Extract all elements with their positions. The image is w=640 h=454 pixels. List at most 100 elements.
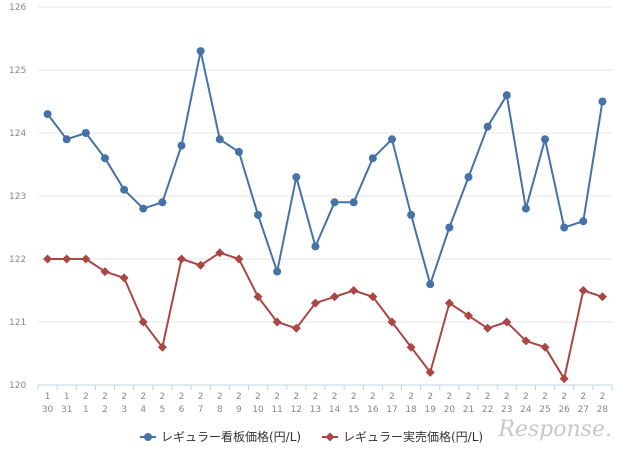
- x-tick-day: 22: [482, 405, 493, 415]
- legend-item: レギュラー実売価格(円/L): [322, 429, 483, 444]
- x-tick-month: 2: [102, 392, 108, 402]
- y-axis: 120 121 122 123 124 125 126: [9, 3, 26, 391]
- x-tick-day: 1: [83, 405, 89, 415]
- data-point: [234, 254, 244, 264]
- series-1: [43, 47, 607, 289]
- data-point: [464, 311, 473, 321]
- data-point: [483, 122, 492, 131]
- x-tick-day: 7: [198, 405, 204, 415]
- x-tick-day: 19: [425, 405, 437, 415]
- x-tick-month: 2: [198, 392, 204, 402]
- x-axis: 1301312122232425262728292102112122132142…: [37, 384, 613, 415]
- x-tick-day: 2: [102, 405, 108, 415]
- x-tick-month: 2: [561, 392, 567, 402]
- x-tick-day: 8: [217, 405, 223, 415]
- data-point: [291, 323, 301, 333]
- data-point: [387, 317, 397, 327]
- data-point: [254, 210, 263, 219]
- x-tick-day: 12: [291, 405, 302, 415]
- data-point: [426, 280, 435, 289]
- x-tick-month: 2: [427, 392, 433, 402]
- x-tick-day: 17: [386, 405, 397, 415]
- data-point: [272, 317, 282, 327]
- y-tick-label: 120: [9, 381, 26, 391]
- x-tick-day: 21: [463, 405, 474, 415]
- x-tick-day: 31: [61, 405, 72, 415]
- y-tick-label: 123: [9, 192, 26, 202]
- x-tick-day: 20: [444, 405, 456, 415]
- x-tick-month: 2: [389, 392, 395, 402]
- x-tick-day: 28: [597, 405, 609, 415]
- x-tick-month: 2: [332, 392, 338, 402]
- response-watermark: Response.: [497, 417, 612, 442]
- legend-label: レギュラー実売価格(円/L): [343, 429, 483, 444]
- data-point: [406, 342, 416, 352]
- y-tick-label: 122: [9, 255, 26, 265]
- x-tick-day: 5: [159, 405, 165, 415]
- x-tick-day: 18: [405, 405, 417, 415]
- data-point: [349, 286, 359, 295]
- data-point: [177, 141, 186, 150]
- x-tick-day: 10: [252, 405, 264, 415]
- x-tick-month: 2: [293, 392, 299, 402]
- data-point: [330, 292, 340, 302]
- watermark-text: Response.: [497, 417, 612, 442]
- data-point: [177, 254, 186, 264]
- data-point: [120, 185, 129, 194]
- data-point: [541, 135, 550, 144]
- data-point: [597, 292, 607, 302]
- series-line: [46, 50, 604, 286]
- data-point: [521, 204, 530, 213]
- y-tick-label: 121: [9, 318, 26, 328]
- x-tick-month: 1: [45, 392, 51, 402]
- x-tick-day: 27: [578, 405, 589, 415]
- x-tick-day: 11: [271, 405, 282, 415]
- data-point: [464, 173, 473, 182]
- x-tick-month: 2: [255, 392, 261, 402]
- data-point: [215, 248, 225, 258]
- legend-marker: [144, 433, 152, 441]
- data-point: [578, 286, 588, 295]
- data-point: [196, 47, 205, 56]
- legend-item: レギュラー看板価格(円/L): [140, 429, 301, 444]
- series-group: [43, 47, 607, 384]
- series-line: [47, 251, 603, 380]
- y-tick-label: 126: [9, 3, 26, 13]
- data-point: [311, 242, 320, 251]
- legend-marker: [325, 432, 335, 442]
- data-point: [560, 223, 569, 232]
- x-tick-month: 2: [83, 392, 89, 402]
- data-point: [62, 254, 72, 264]
- data-point: [579, 217, 588, 226]
- data-point: [139, 204, 148, 213]
- x-tick-month: 1: [64, 392, 70, 402]
- data-point: [62, 135, 71, 144]
- data-point: [425, 367, 435, 377]
- x-tick-month: 2: [580, 392, 586, 402]
- x-tick-month: 2: [179, 392, 185, 402]
- x-tick-month: 2: [466, 392, 472, 402]
- legend: レギュラー看板価格(円/L) レギュラー実売価格(円/L): [140, 429, 483, 444]
- data-point: [273, 267, 282, 276]
- data-point: [253, 292, 263, 302]
- x-tick-day: 3: [121, 405, 127, 415]
- data-point: [81, 254, 91, 264]
- data-point: [330, 198, 339, 207]
- data-point: [559, 374, 569, 384]
- x-tick-month: 2: [408, 392, 414, 402]
- x-tick-month: 2: [542, 392, 548, 402]
- x-tick-month: 2: [600, 392, 606, 402]
- x-tick-month: 2: [485, 392, 491, 402]
- gridlines: [38, 6, 612, 323]
- x-tick-day: 30: [42, 405, 54, 415]
- y-tick-label: 124: [9, 129, 26, 139]
- x-tick-month: 2: [446, 392, 452, 402]
- data-point: [215, 135, 224, 144]
- x-tick-month: 2: [274, 392, 280, 402]
- x-tick-day: 25: [539, 405, 550, 415]
- data-point: [483, 323, 493, 333]
- data-point: [119, 273, 129, 283]
- x-tick-month: 2: [217, 392, 223, 402]
